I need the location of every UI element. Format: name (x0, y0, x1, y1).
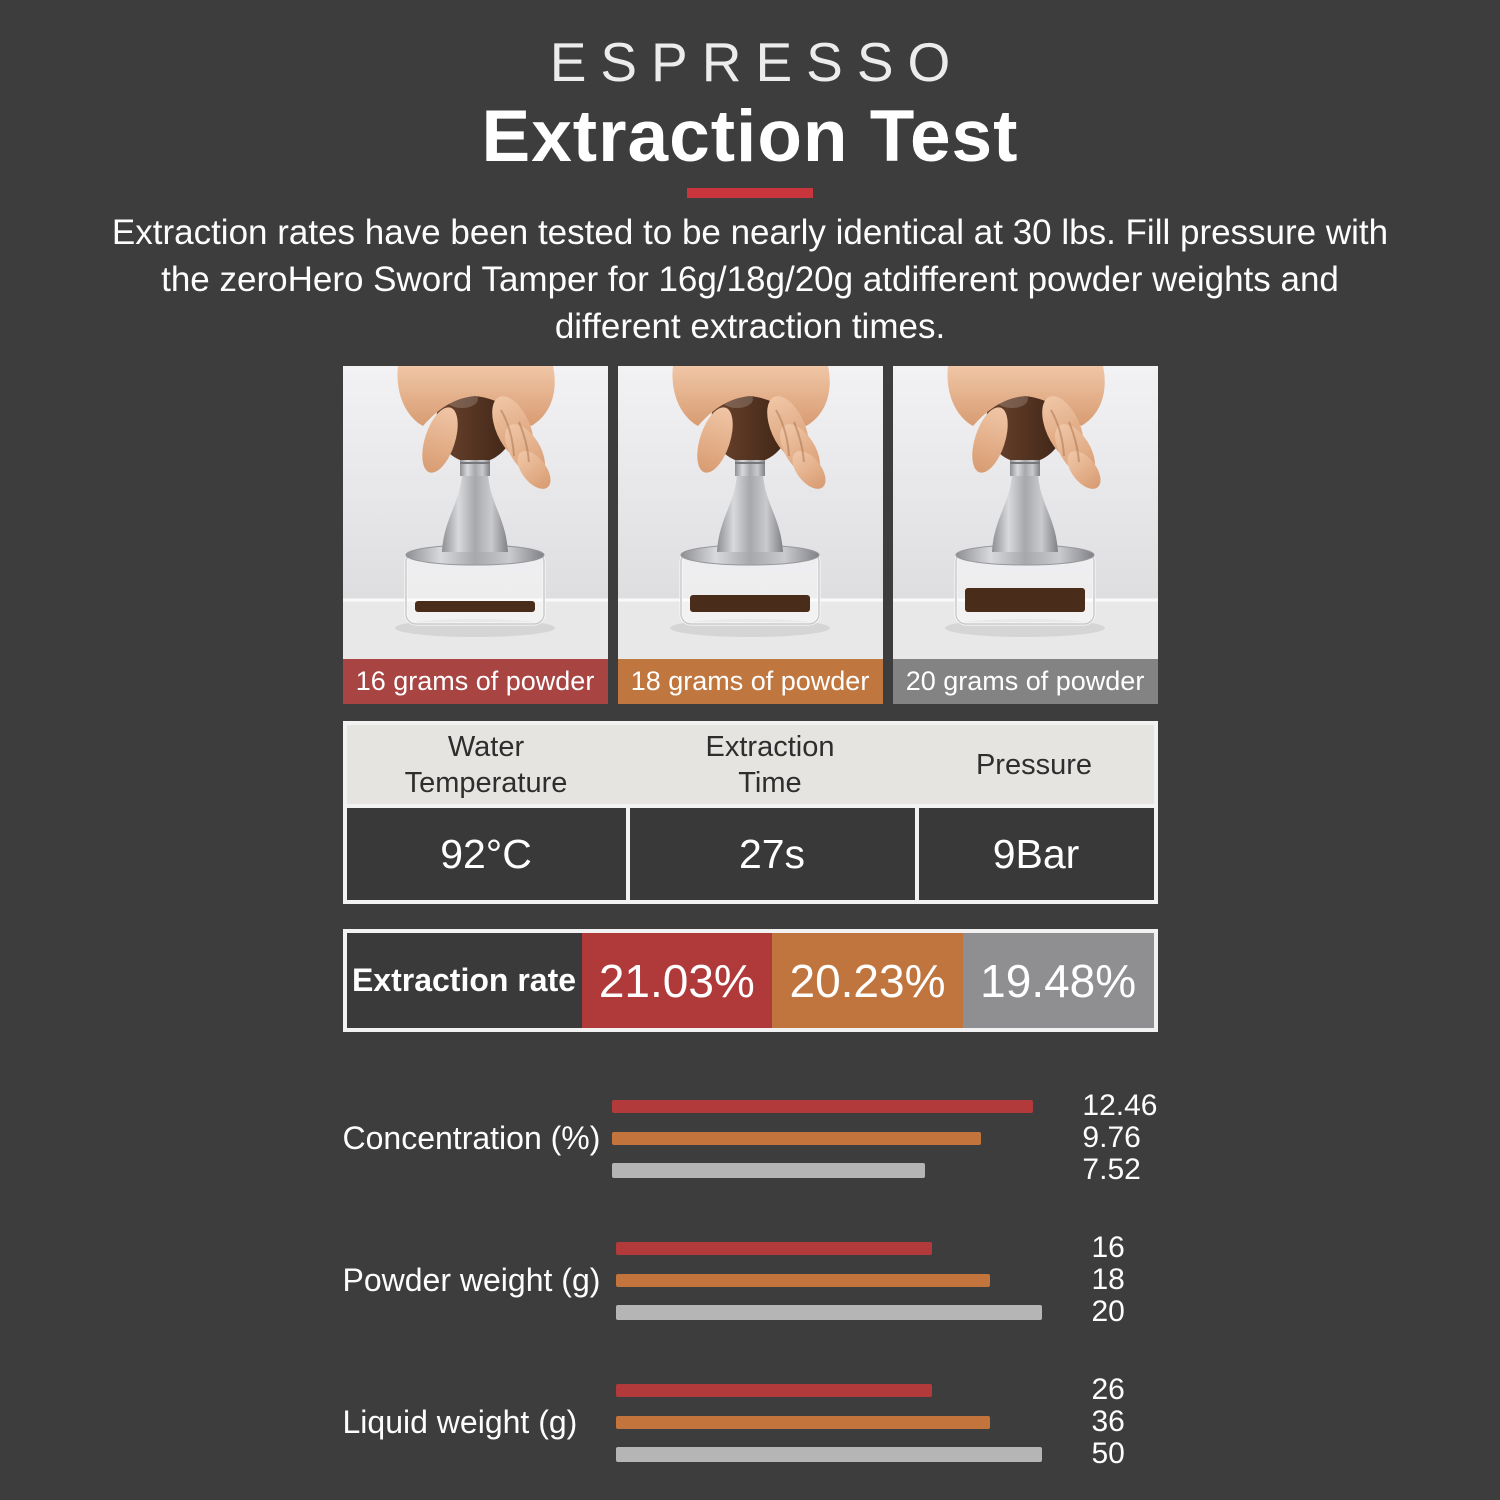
chart-label-liquid-weight: Liquid weight (g) (342, 1403, 578, 1440)
value-liquid-18g: 36 (1091, 1405, 1125, 1439)
chart-group-powder-weight: Powder weight (g) 16 18 20 (342, 1231, 1158, 1329)
bar-liquid-18g (615, 1415, 990, 1429)
tamper-photo-illustration (342, 366, 608, 660)
conditions-table: Water Temperature Extraction Time Pressu… (342, 721, 1158, 905)
value-concentration-16g: 12.46 (1082, 1089, 1158, 1123)
bar-concentration-20g (612, 1162, 925, 1178)
chart-bars-powder-weight (615, 1232, 1056, 1328)
eyebrow-title: ESPRESSO (549, 31, 965, 93)
chart-values-powder-weight: 16 18 20 (1091, 1231, 1125, 1329)
title-underline-accent (687, 187, 813, 198)
extraction-rate-16g: 21.03% (581, 933, 773, 1029)
tamper-photo-illustration (617, 366, 883, 660)
extraction-rate-label: Extraction rate (346, 933, 582, 1029)
sample-card-16g: 16 grams of powder (342, 366, 608, 705)
chart-label-concentration: Concentration (%) (342, 1119, 601, 1156)
chart-label-powder-weight: Powder weight (g) (342, 1261, 601, 1298)
chart-values-liquid-weight: 26 36 50 (1091, 1373, 1125, 1471)
conditions-header-row: Water Temperature Extraction Time Pressu… (346, 725, 1154, 805)
value-powder-20g: 20 (1091, 1295, 1125, 1329)
extraction-rate-20g: 19.48% (962, 933, 1154, 1029)
conditions-value-row: 92°C 27s 9Bar (346, 804, 1154, 901)
value-powder-18g: 18 (1091, 1263, 1125, 1297)
sample-caption-20g: 20 grams of powder (892, 659, 1158, 705)
sample-caption-16g: 16 grams of powder (342, 659, 608, 705)
value-extraction-time: 27s (625, 808, 915, 901)
chart-group-concentration: Concentration (%) 12.46 9.76 7.52 (342, 1089, 1158, 1187)
value-liquid-20g: 50 (1091, 1437, 1125, 1471)
header-pressure: Pressure (975, 748, 1093, 781)
bar-concentration-16g (612, 1099, 1034, 1113)
bar-concentration-18g (612, 1131, 982, 1145)
value-liquid-16g: 26 (1091, 1373, 1125, 1407)
bar-powder-18g (615, 1273, 990, 1287)
sample-photo-20g (892, 366, 1158, 660)
chart-bars-liquid-weight (615, 1374, 1056, 1470)
chart-values-concentration: 12.46 9.76 7.52 (1082, 1089, 1158, 1187)
header-water-temperature: Water Temperature (404, 730, 568, 799)
chart-group-liquid-weight: Liquid weight (g) 26 36 50 (342, 1373, 1158, 1471)
page-header: ESPRESSO Extraction Test (0, 0, 1500, 198)
sample-card-18g: 18 grams of powder (617, 366, 883, 705)
sample-photo-16g (342, 366, 608, 660)
header-extraction-time: Extraction Time (705, 730, 835, 799)
bar-powder-20g (615, 1304, 1043, 1320)
bar-liquid-20g (615, 1446, 1043, 1462)
bar-powder-16g (615, 1241, 933, 1255)
sample-photo-18g (617, 366, 883, 660)
chart-bars-concentration (612, 1090, 1046, 1186)
extraction-rate-18g: 20.23% (772, 933, 963, 1029)
intro-description: Extraction rates have been tested to be … (111, 212, 1389, 346)
comparison-bar-charts: Concentration (%) 12.46 9.76 7.52 Powder… (342, 1089, 1158, 1471)
value-concentration-20g: 7.52 (1082, 1153, 1141, 1187)
page-title: Extraction Test (481, 95, 1019, 177)
value-water-temperature: 92°C (440, 830, 532, 877)
value-concentration-18g: 9.76 (1082, 1121, 1141, 1155)
sample-photo-row: 16 grams of powder (342, 366, 1158, 705)
value-pressure: 9Bar (914, 808, 1154, 901)
extraction-rate-strip: Extraction rate 21.03% 20.23% 19.48% (342, 929, 1158, 1033)
sample-card-20g: 20 grams of powder (892, 366, 1158, 705)
value-powder-16g: 16 (1091, 1231, 1125, 1265)
tamper-photo-illustration (892, 366, 1158, 660)
bar-liquid-16g (615, 1383, 933, 1397)
sample-caption-18g: 18 grams of powder (617, 659, 883, 705)
